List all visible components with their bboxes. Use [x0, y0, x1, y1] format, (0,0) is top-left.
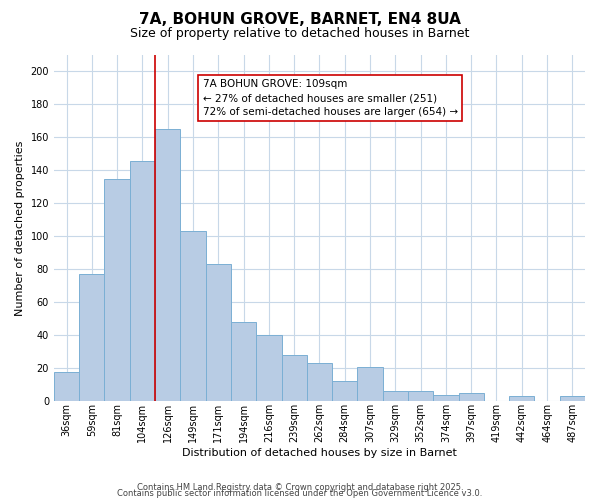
- Text: Contains public sector information licensed under the Open Government Licence v3: Contains public sector information licen…: [118, 490, 482, 498]
- Bar: [383, 392, 408, 401]
- Bar: [79, 274, 104, 401]
- Y-axis label: Number of detached properties: Number of detached properties: [15, 140, 25, 316]
- Text: Contains HM Land Registry data © Crown copyright and database right 2025.: Contains HM Land Registry data © Crown c…: [137, 484, 463, 492]
- Bar: [130, 160, 155, 401]
- Text: 7A BOHUN GROVE: 109sqm
← 27% of detached houses are smaller (251)
72% of semi-de: 7A BOHUN GROVE: 109sqm ← 27% of detached…: [203, 79, 458, 117]
- Bar: [104, 178, 130, 401]
- Bar: [458, 393, 484, 401]
- Bar: [408, 392, 433, 401]
- Text: 7A, BOHUN GROVE, BARNET, EN4 8UA: 7A, BOHUN GROVE, BARNET, EN4 8UA: [139, 12, 461, 28]
- Bar: [433, 394, 458, 401]
- Bar: [509, 396, 535, 401]
- Bar: [181, 232, 206, 401]
- Bar: [54, 372, 79, 401]
- Bar: [206, 264, 231, 401]
- Bar: [307, 364, 332, 401]
- Bar: [256, 335, 281, 401]
- Bar: [155, 129, 181, 401]
- Bar: [358, 366, 383, 401]
- Bar: [332, 382, 358, 401]
- X-axis label: Distribution of detached houses by size in Barnet: Distribution of detached houses by size …: [182, 448, 457, 458]
- Bar: [560, 396, 585, 401]
- Bar: [281, 355, 307, 401]
- Text: Size of property relative to detached houses in Barnet: Size of property relative to detached ho…: [130, 28, 470, 40]
- Bar: [231, 322, 256, 401]
